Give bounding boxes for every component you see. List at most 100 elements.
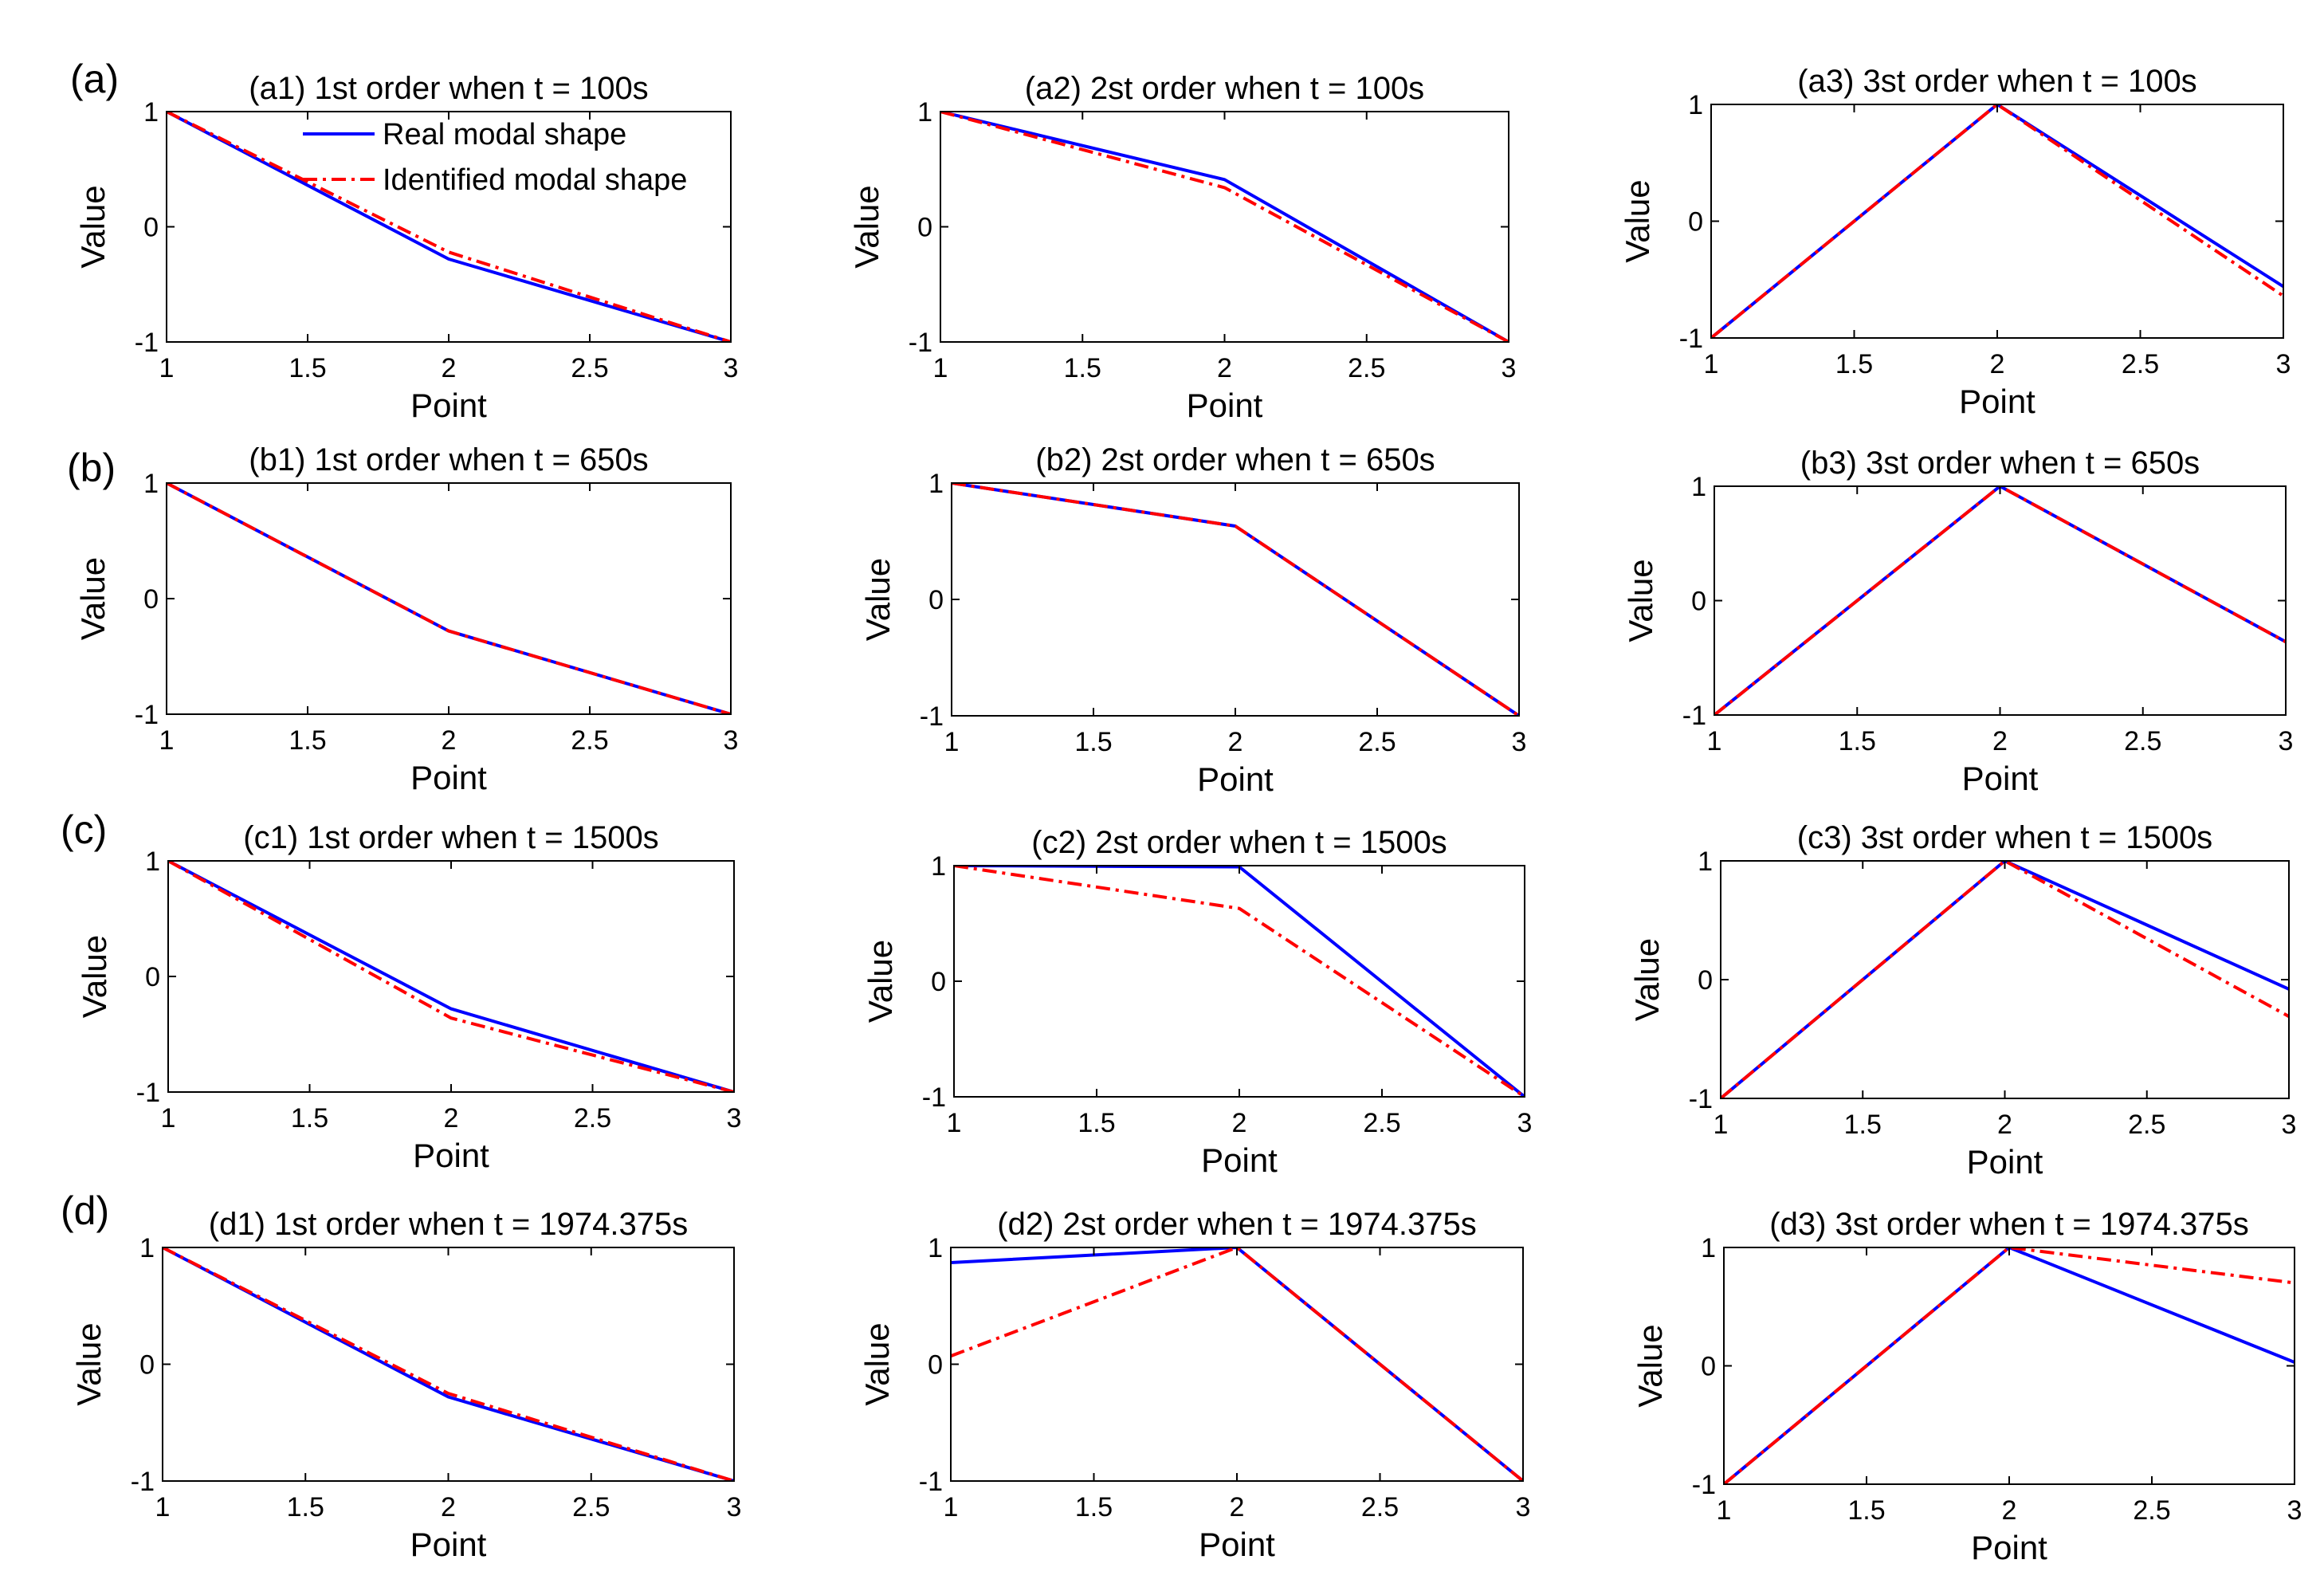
identified-modal-shape-line xyxy=(1724,1247,2295,1484)
x-tick-label: 2.5 xyxy=(2133,1495,2170,1526)
x-tick-label: 2.5 xyxy=(571,725,608,756)
x-tick-label: 2 xyxy=(1990,349,2005,379)
panels: 1 1.5 2 2.5 3 -1 0 1 (a1) 1st order when t = 100… xyxy=(70,64,2302,1566)
y-tick-label: -1 xyxy=(920,701,944,732)
axes-frame xyxy=(162,1247,735,1482)
identified-modal-shape-line xyxy=(951,1247,1523,1481)
x-axis-label: Point xyxy=(410,1526,487,1563)
x-tick-label: 1.5 xyxy=(291,1103,328,1133)
y-tick-label: -1 xyxy=(909,328,932,358)
series-group xyxy=(167,112,731,342)
axes-frame xyxy=(166,482,732,715)
real-modal-shape-line xyxy=(1714,486,2286,715)
identified-modal-shape-line xyxy=(954,866,1525,1097)
x-tick-label: 3 xyxy=(2279,726,2294,756)
x-tick-label: 2.5 xyxy=(2124,726,2161,756)
x-tick-label: 2.5 xyxy=(2122,349,2159,379)
legend-entry-label: Identified modal shape xyxy=(383,163,687,197)
x-tick-label: 1 xyxy=(1714,1110,1729,1140)
axes-frame xyxy=(1714,485,2287,716)
x-tick-label: 3 xyxy=(1502,353,1517,383)
real-modal-shape-line xyxy=(954,866,1525,1097)
y-tick-label: 0 xyxy=(917,213,932,243)
x-axis-label: Point xyxy=(1967,1143,2043,1181)
y-tick-label: 1 xyxy=(143,97,159,128)
row-label: (b) xyxy=(67,446,116,490)
x-tick-label: 3 xyxy=(724,353,739,383)
y-tick-label: -1 xyxy=(135,328,159,358)
panel-c3: 1 1.5 2 2.5 3 -1 0 1 (c3) 3st order when t = 150… xyxy=(1628,820,2296,1181)
real-modal-shape-line xyxy=(940,112,1509,342)
x-tick-label: 2 xyxy=(442,353,457,383)
real-modal-shape-line xyxy=(951,1247,1523,1481)
identified-modal-shape-line xyxy=(163,1247,734,1481)
row-labels: (a) (b) (c) (d) xyxy=(61,57,119,1233)
y-axis-label: Value xyxy=(76,935,113,1018)
y-tick-label: 1 xyxy=(145,847,160,877)
x-tick-label: 2 xyxy=(1232,1108,1247,1138)
y-tick-label: 0 xyxy=(928,585,944,615)
axes-frame xyxy=(1723,1247,2295,1485)
x-tick-label: 2 xyxy=(1230,1492,1245,1522)
chart-title: (c3) 3st order when t = 1500s xyxy=(1797,820,2212,855)
x-tick-label: 2.5 xyxy=(1358,727,1396,757)
x-tick-label: 3 xyxy=(2282,1110,2297,1140)
axes-frame xyxy=(1720,860,2290,1099)
y-tick-label: 0 xyxy=(1701,1352,1716,1382)
y-tick-label: -1 xyxy=(919,1467,943,1497)
x-tick-label: 1 xyxy=(161,1103,176,1133)
x-tick-label: 2 xyxy=(1997,1110,2012,1140)
x-tick-label: 1 xyxy=(1707,726,1722,756)
series-group xyxy=(951,1247,1523,1481)
series-group xyxy=(163,1247,734,1481)
x-tick-label: 2.5 xyxy=(1363,1108,1400,1138)
x-tick-label: 1.5 xyxy=(1074,727,1112,757)
y-axis-label: Value xyxy=(1628,938,1666,1021)
identified-modal-shape-line xyxy=(167,483,731,714)
x-axis-label: Point xyxy=(1201,1141,1278,1179)
panel-a3: 1 1.5 2 2.5 3 -1 0 1 (a3) 3st order when t = 100… xyxy=(1619,64,2291,420)
x-tick-label: 2.5 xyxy=(1348,353,1385,383)
x-tick-label: 2 xyxy=(1217,353,1232,383)
x-tick-label: 1.5 xyxy=(1075,1492,1113,1522)
legend-entry-label: Real modal shape xyxy=(383,118,626,151)
series-group xyxy=(1711,104,2283,338)
y-tick-label: 1 xyxy=(1698,847,1713,877)
x-tick-label: 3 xyxy=(1512,727,1527,757)
legend: Real modal shape Identified modal shape xyxy=(303,118,687,197)
x-tick-label: 1.5 xyxy=(289,725,326,756)
x-tick-label: 1 xyxy=(947,1108,962,1138)
y-tick-label: 0 xyxy=(1688,207,1703,238)
x-tick-label: 2.5 xyxy=(571,353,608,383)
row-label: (d) xyxy=(61,1188,109,1233)
panel-a2: 1 1.5 2 2.5 3 -1 0 1 (a2) 2st order when t = 100… xyxy=(848,71,1516,424)
real-modal-shape-line xyxy=(167,112,731,342)
x-tick-label: 1.5 xyxy=(287,1492,324,1522)
series-group xyxy=(1721,861,2289,1098)
y-tick-label: 0 xyxy=(928,1350,943,1381)
y-tick-label: 1 xyxy=(139,1233,155,1263)
axes-frame xyxy=(953,865,1525,1098)
y-tick-label: 0 xyxy=(143,213,159,243)
x-tick-label: 2 xyxy=(442,725,457,756)
x-tick-label: 1 xyxy=(944,1492,959,1522)
x-tick-label: 1 xyxy=(1704,349,1719,379)
y-axis-label: Value xyxy=(74,557,112,640)
row-label: (a) xyxy=(70,57,119,101)
x-tick-label: 1.5 xyxy=(289,353,326,383)
x-axis-label: Point xyxy=(1962,760,2039,797)
x-tick-label: 2 xyxy=(2002,1495,2017,1526)
x-tick-label: 1.5 xyxy=(1839,726,1876,756)
x-axis-label: Point xyxy=(410,387,487,424)
chart-title: (b3) 3st order when t = 650s xyxy=(1800,446,2200,481)
panel-a1: 1 1.5 2 2.5 3 -1 0 1 (a1) 1st order when t = 100… xyxy=(74,71,738,424)
panel-d1: 1 1.5 2 2.5 3 -1 0 1 (d1) 1st order when t = 197… xyxy=(70,1207,741,1563)
row-label: (c) xyxy=(61,807,107,852)
x-tick-label: 3 xyxy=(1516,1492,1531,1522)
y-tick-label: 1 xyxy=(917,97,932,128)
identified-modal-shape-line xyxy=(168,861,734,1092)
identified-modal-shape-line xyxy=(1714,486,2286,715)
chart-title: (b1) 1st order when t = 650s xyxy=(249,442,648,477)
y-axis-label: Value xyxy=(1622,559,1659,642)
